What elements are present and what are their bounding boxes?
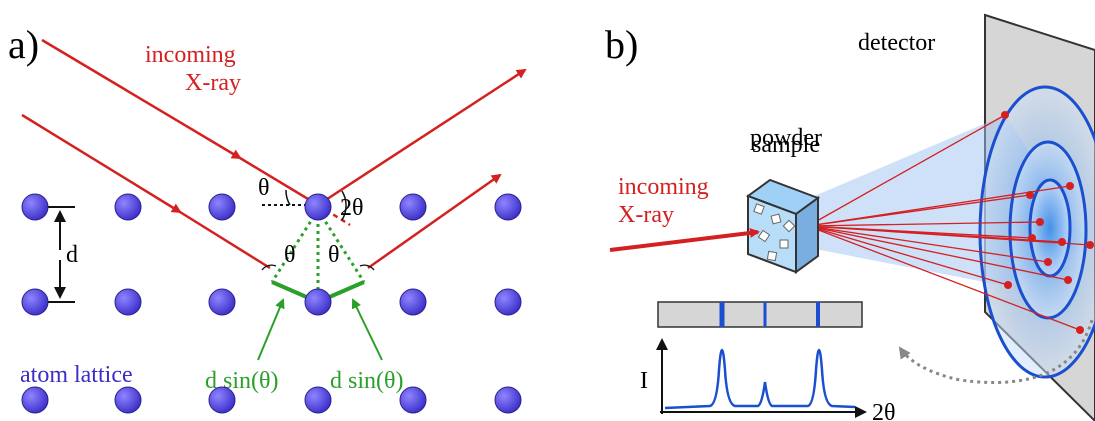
diffraction-pattern xyxy=(665,350,855,408)
atom xyxy=(115,387,141,413)
pointer-arrow xyxy=(353,300,382,360)
panel-label: b) xyxy=(605,22,638,67)
beam-spot xyxy=(1028,234,1036,242)
atom xyxy=(209,194,235,220)
film-strip xyxy=(658,302,862,327)
atom xyxy=(495,194,521,220)
atom xyxy=(115,194,141,220)
atom xyxy=(400,387,426,413)
pointer-arrow xyxy=(258,300,283,360)
lattice-label: atom lattice xyxy=(20,362,133,388)
angle-label: 2θ xyxy=(340,195,364,221)
beam-spot xyxy=(1044,258,1052,266)
ray-label: X-ray xyxy=(185,70,241,96)
ray-label: X-ray xyxy=(618,202,674,228)
angle-label: θ xyxy=(258,175,270,201)
atom xyxy=(305,194,331,220)
beam-spot xyxy=(1066,182,1074,190)
beam-spot xyxy=(1076,326,1084,334)
beam-spot xyxy=(1026,191,1034,199)
atom xyxy=(22,289,48,315)
panel-a: a) incoming X-ray θ 2θ θ θ d sin(θ) d si… xyxy=(8,22,525,413)
angle-label: θ xyxy=(284,242,296,268)
panel-label: a) xyxy=(8,22,39,67)
atom xyxy=(209,289,235,315)
beam-spot xyxy=(1058,238,1066,246)
detector-label: detector xyxy=(858,30,935,56)
atom xyxy=(115,289,141,315)
ray-label: incoming xyxy=(618,174,709,200)
atom xyxy=(22,387,48,413)
panel-b: b) detector powder sample incoming X-ray… xyxy=(605,15,1095,421)
sample-label: sample xyxy=(752,132,820,158)
atom xyxy=(400,289,426,315)
angle-arc xyxy=(286,190,290,205)
rays xyxy=(22,40,525,268)
incoming-beam xyxy=(610,232,758,250)
atom xyxy=(22,194,48,220)
beam-spot xyxy=(1004,281,1012,289)
axis-label: 2θ xyxy=(872,400,896,421)
formula-label: d sin(θ) xyxy=(330,368,404,394)
diagram: a) incoming X-ray θ 2θ θ θ d sin(θ) d si… xyxy=(0,0,1095,421)
beam-spot xyxy=(1036,218,1044,226)
atom xyxy=(305,289,331,315)
detector-rings xyxy=(980,87,1095,377)
angle-label: θ xyxy=(328,242,340,268)
spacing-label: d xyxy=(66,242,78,268)
beam-spot xyxy=(1086,241,1094,249)
atom xyxy=(495,289,521,315)
atom xyxy=(400,194,426,220)
atom xyxy=(209,387,235,413)
ray-label: incoming xyxy=(145,42,236,68)
atom xyxy=(305,387,331,413)
beam-spot xyxy=(1001,111,1009,119)
beam-spot xyxy=(1064,276,1072,284)
axis-label: I xyxy=(640,368,648,394)
atom xyxy=(495,387,521,413)
